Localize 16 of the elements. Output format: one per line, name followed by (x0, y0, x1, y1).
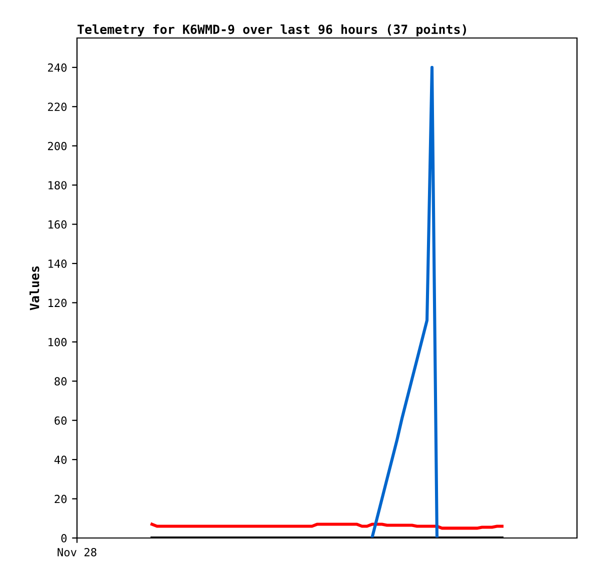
y-tick-label: 180 (48, 181, 67, 190)
y-tick-label: 200 (48, 142, 67, 150)
y-tick-label: 40 (54, 456, 67, 464)
y-tick-label: 220 (48, 102, 67, 112)
y-axis-title: Values (30, 266, 40, 310)
y-tick-label: 240 (48, 63, 67, 72)
y-tick-label: 100 (48, 338, 67, 346)
x-tick-label: Nov 28 (58, 548, 96, 556)
y-tick-label: 160 (48, 220, 67, 229)
chart-title: Telemetry for K6WMD-9 over last 96 hours (37 points) (78, 24, 466, 36)
y-tick-label: 120 (48, 298, 67, 308)
y-tick-label: 80 (54, 377, 67, 386)
y-tick-label: 140 (48, 259, 67, 268)
y-tick-label: 60 (54, 416, 67, 425)
y-tick-label: 0 (61, 534, 67, 542)
y-tick-label: 20 (54, 494, 67, 504)
